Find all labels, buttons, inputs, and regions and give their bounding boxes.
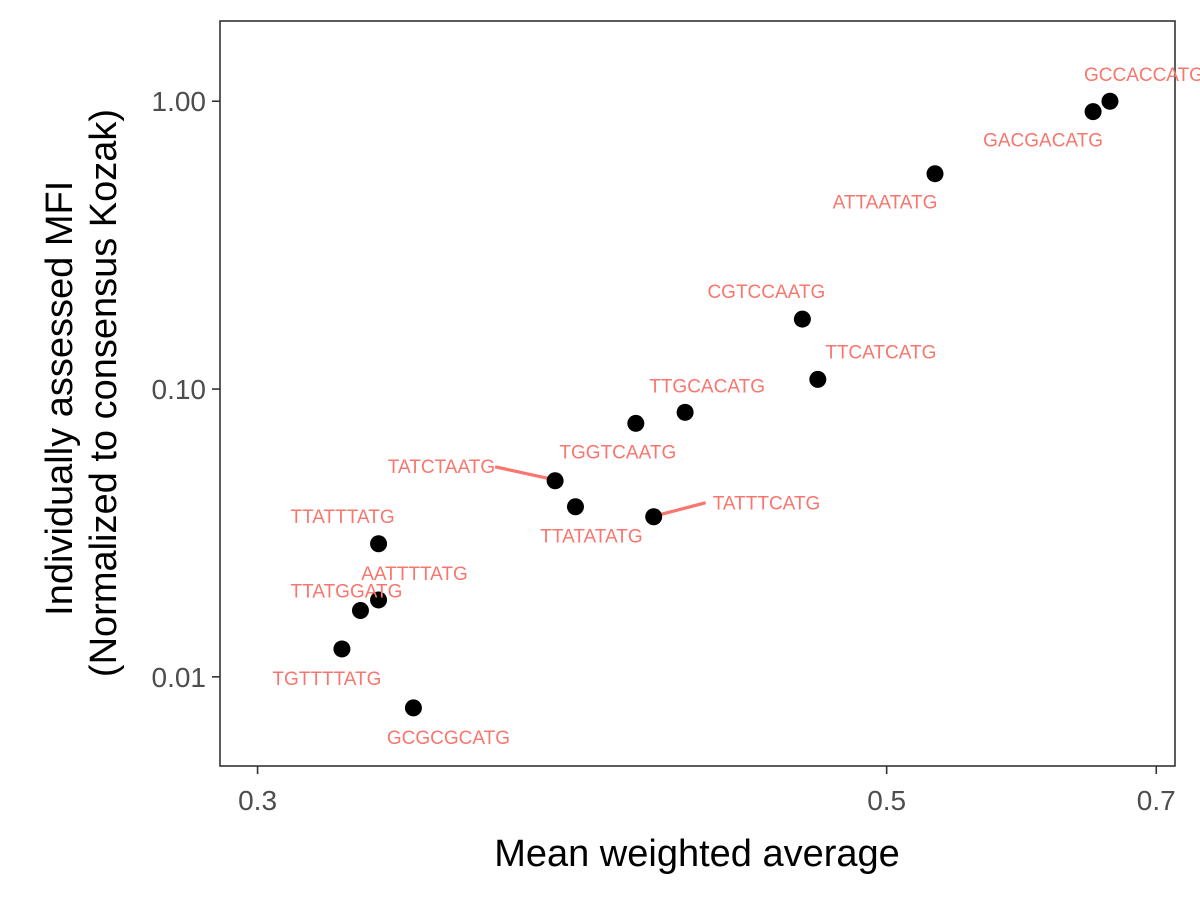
data-point [546,472,564,490]
data-point [809,370,827,388]
data-point [404,699,422,717]
y-tick-label: 1.00 [152,86,207,117]
label-connector [494,465,551,481]
data-point [1101,92,1119,110]
data-point [793,310,811,328]
x-axis-title: Mean weighted average [494,833,900,875]
label-connectors [494,465,707,517]
y-tick-label: 0.10 [152,374,207,405]
data-point [676,403,694,421]
point-label: TTATTTATG [290,507,394,528]
point-label: TTCATCATG [825,342,936,363]
data-point [351,602,369,620]
data-point [1084,103,1102,121]
data-point [926,165,944,183]
data-point [370,591,388,609]
y-axis-title-line-1: Individually assessed MFI [39,181,81,616]
x-tick-label: 0.5 [867,785,906,816]
data-point [370,535,388,553]
data-point [645,508,663,526]
y-axis: 0.01 0.10 1.00 [152,86,220,693]
data-point [566,498,584,516]
point-label: TTATGGATG [291,582,403,603]
data-points [333,92,1119,717]
label-connector [659,501,707,517]
y-axis-title: Individually assessed MFI (Normalized to… [39,109,125,677]
point-label: TGGTCAATG [559,442,676,463]
point-label: ATTAATATG [833,193,938,214]
point-label: TTATATATG [540,527,642,548]
point-labels: GCCACCATG GACGACATG ATTAATATG CGTCCAATG TTCA… [272,65,1200,749]
y-tick-label: 0.01 [152,662,207,693]
point-label: GCCACCATG [1084,65,1200,86]
point-label: CGTCCAATG [707,282,825,303]
point-label: GCGCGCATG [387,728,510,749]
point-label: GACGACATG [983,131,1103,152]
y-axis-title-line-2: (Normalized to consensus Kozak) [83,109,125,677]
panel-background [219,20,1176,767]
point-label: TTGCACATG [649,376,765,397]
x-tick-label: 0.3 [238,785,277,816]
point-label: AATTTTATG [361,564,468,585]
point-label: TATTTCATG [713,494,821,515]
point-label: TGTTTTATG [272,669,381,690]
data-point [627,414,645,432]
data-point [333,640,351,658]
point-label: TATCTAATG [388,457,495,478]
x-tick-label: 0.7 [1137,785,1176,816]
x-axis: 0.3 0.5 0.7 [238,766,1176,816]
